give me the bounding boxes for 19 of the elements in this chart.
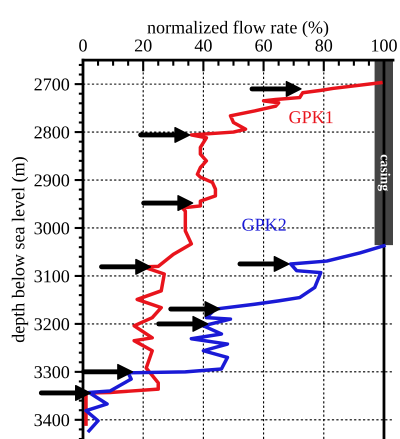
y-tick-label: 3300 xyxy=(34,366,70,378)
x-tick-label: 20 xyxy=(134,39,152,52)
y-axis-title: depth below sea level (m) xyxy=(12,157,28,342)
x-tick-label: 80 xyxy=(315,39,332,52)
series-label: GPK1 xyxy=(289,111,333,124)
x-tick-label: 40 xyxy=(194,39,212,52)
y-tick-label: 3100 xyxy=(34,270,70,282)
x-tick-label: 60 xyxy=(255,39,272,52)
band-label: casing xyxy=(378,154,390,192)
series-label: GPK2 xyxy=(242,218,286,231)
y-tick-label: 2900 xyxy=(34,174,70,186)
x-tick-label: 0 xyxy=(79,39,87,52)
y-tick-label: 2800 xyxy=(34,126,70,139)
y-tick-label: 3000 xyxy=(34,222,70,234)
y-tick-label: 3400 xyxy=(34,414,70,426)
y-tick-label: 2700 xyxy=(34,78,70,91)
x-tick-label: 100 xyxy=(372,39,397,52)
y-tick-label: 3200 xyxy=(34,318,70,330)
x-axis-title: normalized flow rate (%) xyxy=(147,20,328,38)
